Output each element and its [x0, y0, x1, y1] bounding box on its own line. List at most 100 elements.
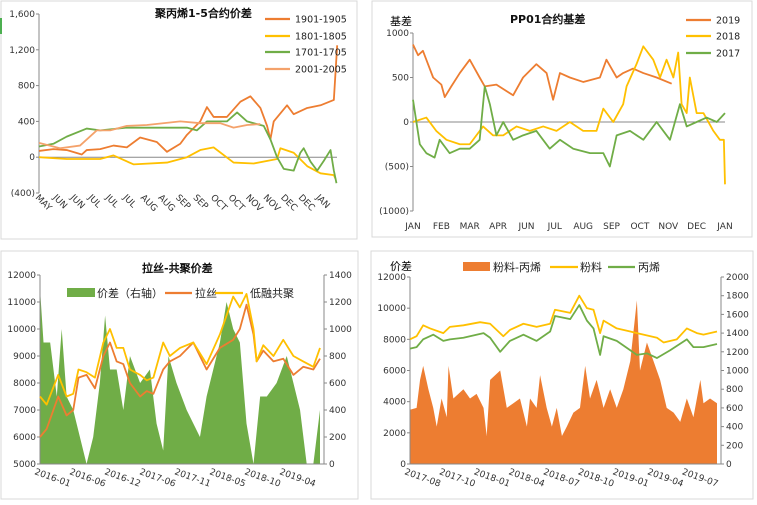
y-axis-label-c4: 价差 — [390, 259, 412, 273]
y2-tick-label: 600 — [329, 379, 346, 389]
legend-label: 1801-1805 — [295, 32, 347, 43]
x-tick-label: JUL — [547, 222, 562, 232]
y-tick-label: 2000 — [383, 429, 406, 439]
y-axis-label-c2: 基差 — [390, 14, 412, 28]
legend-item: 2017 — [686, 49, 740, 60]
legend: 2019 2018 2017 — [686, 16, 740, 60]
y-tick-label: 400 — [18, 117, 35, 127]
legend-label: 1701-1705 — [295, 48, 347, 59]
y2-tick-label: 200 — [329, 433, 346, 443]
legend-label: 价差（右轴） — [97, 286, 163, 300]
y2-tick-label: 400 — [726, 423, 743, 433]
panel-c1 — [0, 0, 358, 240]
y2-tick-label: 0 — [329, 460, 335, 470]
series-line-拉丝 — [39, 303, 321, 438]
legend-label: 拉丝 — [195, 286, 217, 300]
y2-tick-label: 400 — [329, 406, 346, 416]
chart-title-c2: PP01合约基差 — [510, 12, 585, 26]
legend-swatch — [463, 262, 490, 271]
y2-tick-label: 800 — [726, 385, 743, 395]
y2-tick-label: 800 — [329, 352, 346, 362]
series-line-2017 — [412, 85, 726, 168]
x-tick-label: JAN — [404, 222, 420, 232]
legend-swatch — [67, 288, 95, 297]
legend-label: 2019 — [716, 16, 740, 27]
legend: 粉料-丙烯 粉料 丙烯 — [463, 260, 660, 274]
legend-item: 2018 — [686, 32, 740, 43]
series-line-1801-1805 — [38, 146, 337, 180]
legend-label: 粉料 — [580, 260, 602, 274]
y2-tick-label: 1400 — [726, 329, 749, 339]
series-area-粉料-丙烯 — [410, 300, 717, 464]
y-tick-label: 8000 — [13, 379, 36, 389]
y-tick-label: (500) — [385, 163, 409, 173]
series-line-2001-2005 — [38, 120, 261, 150]
y-tick-label: 6000 — [13, 433, 36, 443]
y-tick-label: 0 — [403, 118, 409, 128]
y-tick-label: 4000 — [383, 398, 406, 408]
y2-tick-label: 1200 — [329, 298, 352, 308]
y2-tick-label: 1200 — [726, 348, 749, 358]
x-tick-label: OCT — [630, 222, 649, 232]
y2-tick-label: 2000 — [726, 273, 749, 283]
legend-item: 1801-1805 — [265, 32, 347, 43]
window-edge-marker — [0, 18, 2, 34]
legend-label: 1901-1905 — [295, 15, 347, 26]
x-tick-label: DEC — [687, 222, 706, 232]
legend: 价差（右轴） 拉丝 低融共聚 — [67, 286, 294, 300]
x-tick-label: SEP — [603, 222, 620, 232]
y2-tick-label: 200 — [726, 441, 743, 451]
y-tick-label: 6000 — [383, 367, 406, 377]
series-line-1901-1905 — [38, 45, 339, 156]
legend-label: 低融共聚 — [250, 287, 294, 300]
legend-item: 拉丝 — [165, 286, 217, 300]
x-tick-label: JUN — [517, 222, 534, 232]
legend-item: 1701-1705 — [265, 48, 347, 59]
x-tick-label: APR — [489, 222, 507, 232]
series-line-丙烯 — [409, 304, 718, 359]
panel-c2 — [371, 0, 753, 238]
legend-item: 2019 — [686, 16, 740, 27]
legend: 1901-1905 1801-1805 1701-1705 2001-2005 — [265, 15, 347, 76]
y2-tick-label: 1800 — [726, 292, 749, 302]
y-tick-label: 10000 — [7, 325, 36, 335]
chart-title-c3: 拉丝-共聚价差 — [142, 261, 213, 275]
legend-item: 价差（右轴） — [67, 286, 163, 300]
y-tick-label: 1,200 — [9, 46, 35, 56]
y-tick-label: 7000 — [13, 406, 36, 416]
legend-item: 1901-1905 — [265, 15, 347, 26]
legend-item: 粉料 — [550, 260, 602, 274]
y2-tick-label: 600 — [726, 404, 743, 414]
x-tick-label: JAN — [716, 222, 732, 232]
y-tick-label: (400) — [11, 189, 35, 199]
legend-item: 2001-2005 — [265, 65, 347, 76]
legend-item: 低融共聚 — [215, 287, 294, 300]
series-line-粉料 — [409, 294, 718, 344]
series-line-2019 — [412, 44, 673, 101]
y2-tick-label: 1000 — [329, 325, 352, 335]
x-tick-label: AUG — [573, 222, 593, 232]
y-tick-label: 500 — [392, 74, 409, 84]
y-tick-label: 10000 — [377, 304, 406, 314]
y-tick-label: 8000 — [383, 335, 406, 345]
y-tick-label: 0 — [400, 460, 406, 470]
y-tick-label: 0 — [29, 153, 35, 163]
legend-item: 粉料-丙烯 — [463, 260, 541, 274]
y-tick-label: 9000 — [13, 352, 36, 362]
y-tick-label: 12000 — [377, 273, 406, 283]
chart-title-c1: 聚丙烯1-5合约价差 — [154, 6, 252, 20]
y2-tick-label: 1400 — [329, 271, 352, 281]
legend-label: 2001-2005 — [295, 65, 347, 76]
series-line-低融共聚 — [39, 292, 321, 406]
y-tick-label: 1,600 — [9, 10, 35, 20]
series-area-价差（右轴） — [40, 288, 320, 464]
legend-label: 2017 — [716, 49, 740, 60]
y2-tick-label: 1000 — [726, 367, 749, 377]
y-tick-label: 5000 — [13, 460, 36, 470]
y-tick-label: 800 — [18, 82, 35, 92]
legend-label: 丙烯 — [638, 261, 660, 274]
legend-label: 2018 — [716, 32, 740, 43]
y-tick-label: 1000 — [386, 29, 409, 39]
y-tick-label: 11000 — [7, 298, 36, 308]
y2-tick-label: 0 — [726, 460, 732, 470]
